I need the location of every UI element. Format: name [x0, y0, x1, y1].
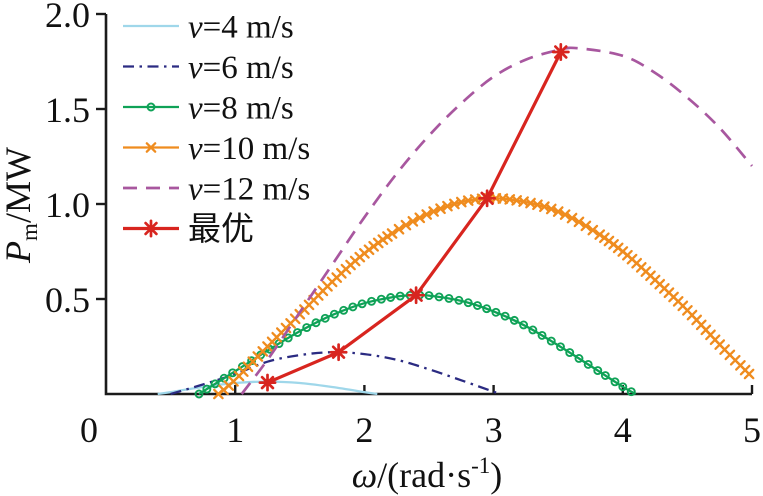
x-tick-label-4: 4 [614, 410, 632, 450]
asterisk-marker [407, 286, 426, 305]
circle-marker [482, 304, 492, 314]
y-tick-label-1.5: 1.5 [45, 90, 90, 130]
circle-marker [556, 342, 565, 352]
legend-label-optimal: 最优 [188, 211, 254, 248]
circle-marker [434, 292, 444, 302]
asterisk-marker [258, 373, 277, 392]
circle-marker [626, 387, 636, 397]
x-marker [573, 216, 585, 228]
circle-marker [610, 377, 620, 387]
circle-marker [528, 325, 538, 335]
x-marker [559, 209, 571, 221]
circle-marker [348, 302, 358, 312]
legend: v=4 m/s v=6 m/s v=8 m/s v=10 m/s v=12 m/s最优 [123, 10, 310, 248]
circle-marker [339, 305, 349, 315]
circle-marker [583, 359, 593, 369]
series-optimal-line [266, 51, 563, 385]
circle-marker [473, 301, 482, 310]
asterisk-marker [329, 343, 348, 362]
x-marker [145, 142, 157, 153]
circle-marker [376, 294, 386, 304]
x-marker [552, 206, 564, 217]
series-v6-line [170, 351, 501, 396]
x-marker [400, 219, 412, 231]
circle-marker [618, 382, 628, 392]
circle-marker [283, 333, 293, 343]
legend-item-v12: v=12 m/s [123, 172, 310, 208]
legend-label-v8: v=8 m/s [188, 91, 294, 127]
circle-marker [302, 323, 312, 333]
series-v12 [240, 46, 754, 395]
legend-label-v4: v=4 m/s [188, 10, 294, 46]
circle-marker [202, 384, 212, 394]
legend-item-optimal: 最优 [123, 211, 254, 248]
circle-marker [454, 295, 464, 305]
legend-label-v12: v=12 m/s [188, 172, 310, 208]
circle-marker [519, 320, 529, 330]
circle-marker [574, 354, 584, 363]
series-optimal [258, 43, 570, 392]
legend-item-v8: v=8 m/s [123, 91, 294, 127]
circle-marker [565, 348, 575, 358]
circle-marker [146, 102, 156, 112]
circle-marker [357, 299, 367, 309]
circle-marker [320, 313, 330, 323]
x-marker [414, 212, 426, 224]
x-tick-label-5: 5 [743, 410, 761, 450]
x-marker [393, 223, 405, 235]
legend-item-v10: v=10 m/s [123, 131, 310, 167]
circle-marker [367, 296, 377, 306]
circle-marker [600, 371, 610, 380]
y-tick-label-0.5: 0.5 [45, 280, 90, 320]
x-marker [407, 215, 419, 227]
axes [104, 14, 752, 396]
x-marker [566, 212, 578, 224]
y-tick-label-1.0: 1.0 [45, 185, 90, 225]
x-axis-label: ω/(rad·s-1) [352, 453, 503, 495]
circle-marker [537, 330, 547, 340]
circle-marker [463, 298, 473, 308]
y-axis-label: Pm/MW [0, 147, 42, 264]
x-marker [743, 368, 755, 380]
series-v6 [170, 351, 501, 396]
circle-marker [293, 328, 302, 338]
y-tick-label-2.0: 2.0 [45, 0, 90, 35]
x-marker [587, 224, 599, 236]
asterisk-marker [551, 43, 570, 61]
series-v10 [213, 192, 755, 400]
circle-marker [210, 379, 220, 389]
x-tick-label-2: 2 [355, 410, 373, 450]
legend-item-v4: v=4 m/s [123, 10, 294, 46]
circle-marker [311, 318, 321, 328]
legend-label-v6: v=6 m/s [188, 50, 294, 86]
circle-marker [546, 336, 556, 346]
asterisk-marker [142, 219, 160, 238]
x-marker [428, 206, 439, 217]
legend-item-v6: v=6 m/s [123, 50, 294, 86]
x-marker [386, 228, 398, 239]
x-marker [545, 203, 557, 215]
x-marker [421, 209, 433, 220]
circle-marker [444, 293, 454, 303]
legend-label-v10: v=10 m/s [188, 131, 310, 167]
circle-marker [491, 307, 501, 317]
circle-marker [500, 311, 510, 321]
x-tick-label-3: 3 [485, 410, 503, 450]
x-tick-label-1: 1 [226, 410, 244, 450]
series-v12-line [240, 46, 754, 395]
asterisk-marker [478, 189, 497, 208]
circle-marker [395, 291, 405, 301]
circle-marker [593, 366, 603, 376]
circle-marker [386, 293, 396, 302]
circle-marker [424, 291, 434, 301]
circle-marker [329, 309, 339, 319]
circle-marker [194, 389, 204, 399]
circle-marker [509, 315, 519, 325]
x-tick-label-0: 0 [80, 410, 98, 450]
x-marker [580, 220, 592, 232]
